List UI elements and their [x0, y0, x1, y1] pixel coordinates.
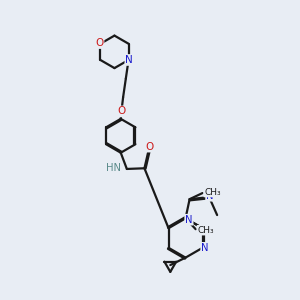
- Text: N: N: [125, 55, 133, 65]
- Text: HN: HN: [106, 163, 121, 172]
- Text: CH₃: CH₃: [204, 188, 221, 196]
- Text: O: O: [146, 142, 154, 152]
- Text: O: O: [117, 106, 126, 116]
- Text: N: N: [185, 215, 193, 225]
- Text: N: N: [206, 191, 214, 201]
- Text: N: N: [201, 243, 209, 253]
- Text: O: O: [95, 38, 104, 48]
- Text: CH₃: CH₃: [197, 226, 214, 235]
